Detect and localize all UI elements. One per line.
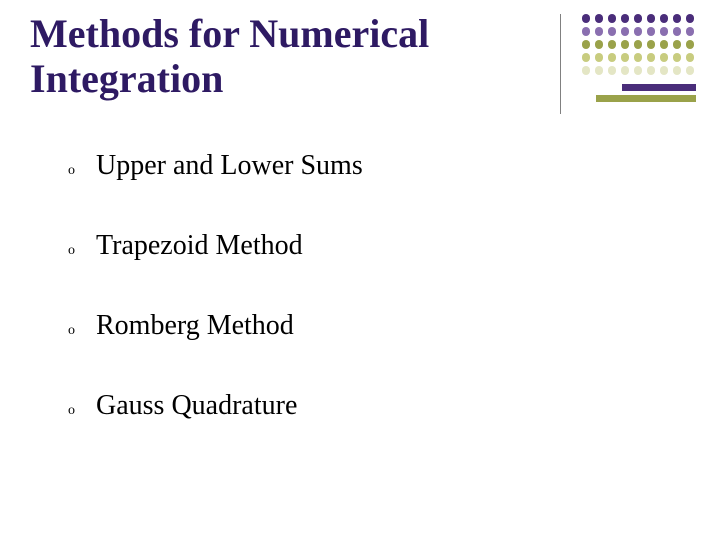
decoration-dot — [582, 27, 591, 36]
decoration-dot — [647, 14, 656, 23]
slide-title: Methods for Numerical Integration — [30, 12, 510, 102]
decoration-bar — [622, 84, 696, 91]
decoration-dot — [634, 14, 643, 23]
bullet-text: Trapezoid Method — [96, 230, 303, 262]
list-item: oTrapezoid Method — [68, 230, 568, 262]
decoration-dot — [686, 40, 695, 49]
decoration-dot — [634, 40, 643, 49]
decoration-dot — [660, 53, 669, 62]
decoration-dot — [647, 27, 656, 36]
decoration-dot — [673, 53, 682, 62]
bullet-marker: o — [68, 243, 96, 259]
decoration-dot — [660, 14, 669, 23]
decoration-bar — [596, 95, 696, 102]
decoration-dot — [595, 53, 604, 62]
decoration-dot — [621, 40, 630, 49]
decoration-dot — [621, 27, 630, 36]
decoration-dot — [660, 66, 669, 75]
decoration-dot — [582, 14, 591, 23]
decoration-dot — [621, 66, 630, 75]
decoration-dot — [673, 14, 682, 23]
decoration-dot — [621, 14, 630, 23]
list-item: oUpper and Lower Sums — [68, 150, 568, 182]
decoration-dot — [686, 66, 695, 75]
decoration-dot — [686, 14, 695, 23]
decoration-dot — [673, 27, 682, 36]
decoration-dot — [595, 66, 604, 75]
decoration-dot — [595, 40, 604, 49]
decoration-dot — [647, 66, 656, 75]
decoration-dot — [608, 66, 617, 75]
title-text: Methods for Numerical Integration — [30, 11, 429, 101]
decoration-dot — [634, 27, 643, 36]
decoration-dot — [686, 27, 695, 36]
decoration-dot — [608, 14, 617, 23]
decoration-dot — [582, 40, 591, 49]
decoration-dot — [595, 27, 604, 36]
decoration-dot — [621, 53, 630, 62]
bullet-marker: o — [68, 163, 96, 179]
bullet-marker: o — [68, 323, 96, 339]
decoration-dot — [647, 53, 656, 62]
decoration-dot — [608, 53, 617, 62]
decoration-dot — [634, 66, 643, 75]
decoration-dot — [673, 66, 682, 75]
decoration-dot — [582, 53, 591, 62]
bullet-text: Upper and Lower Sums — [96, 150, 363, 182]
dot-grid — [582, 14, 695, 75]
decoration-dot — [634, 53, 643, 62]
decoration-dot — [608, 40, 617, 49]
decoration-dot — [660, 40, 669, 49]
decoration-dot — [647, 40, 656, 49]
vertical-divider — [560, 14, 561, 114]
decoration-dot — [608, 27, 617, 36]
list-item: oRomberg Method — [68, 310, 568, 342]
bullet-text: Romberg Method — [96, 310, 294, 342]
slide: Methods for Numerical Integration oUpper… — [0, 0, 720, 540]
bullet-list: oUpper and Lower SumsoTrapezoid MethodoR… — [68, 150, 568, 470]
decoration-dot — [595, 14, 604, 23]
list-item: oGauss Quadrature — [68, 390, 568, 422]
decoration-dot — [686, 53, 695, 62]
bullet-marker: o — [68, 403, 96, 419]
decoration-dot — [660, 27, 669, 36]
decoration-dot — [673, 40, 682, 49]
bullet-text: Gauss Quadrature — [96, 390, 297, 422]
corner-decoration — [582, 14, 695, 75]
decoration-dot — [582, 66, 591, 75]
